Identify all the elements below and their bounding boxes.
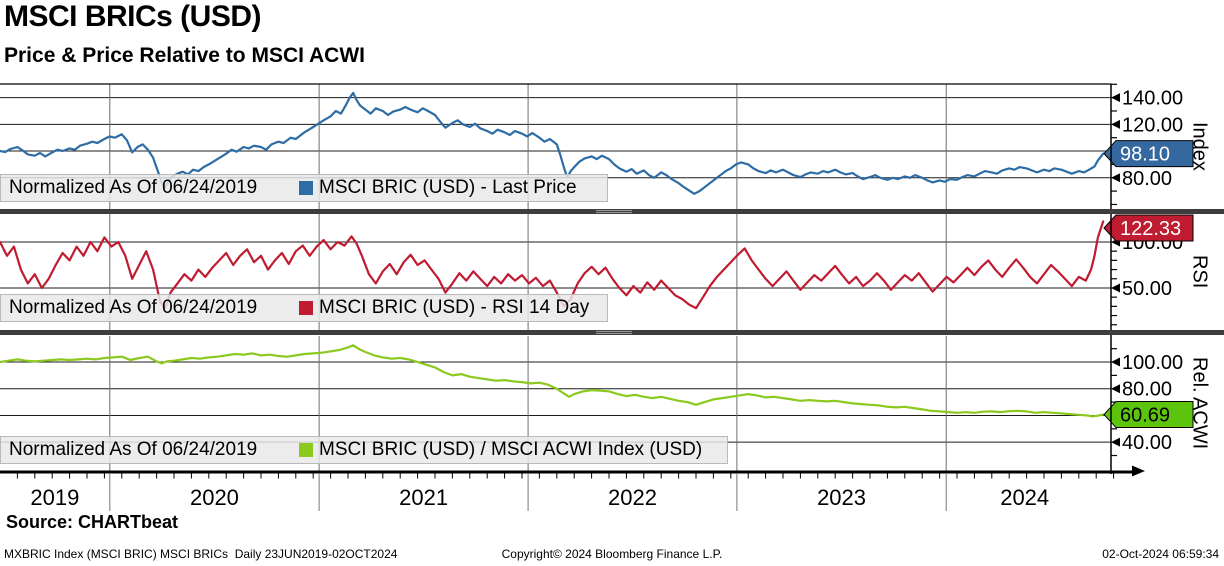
chart-frame: 2019 2020 2021 2022 2023 2024 [0,83,1145,511]
rel_acwi-series-line [0,344,1105,418]
y-tick-label: 120.00 [1122,114,1183,136]
y-tick-label: 80.00 [1122,168,1172,190]
page-subtitle: Price & Price Relative to MSCI ACWI [4,44,365,67]
legend-rel-acwi-label: MSCI BRIC (USD) / MSCI ACWI Index (USD) [319,439,703,460]
x-year-label: 2021 [399,485,448,510]
x-year-label: 2023 [817,485,866,510]
separator-grip-handle[interactable] [596,331,632,334]
y-tick-arrow-icon [1111,283,1120,293]
y-tick-label: 140.00 [1122,88,1183,110]
rel_acwi-last-value-badge: 60.69 [1103,401,1194,429]
axis-title-rel-acwi: Rel. ACWI [1188,357,1211,450]
y-tick-arrow-icon [1111,437,1120,447]
y-tick-label: 50.00 [1122,278,1172,300]
x-year-label: 2020 [190,485,239,510]
rsi-series-swatch-icon [299,301,313,315]
normalized-note: Normalized As Of 06/24/2019 [9,297,258,318]
legend-rel-acwi: Normalized As Of 06/24/2019 MSCI BRIC (U… [0,436,728,464]
x-axis-line [0,470,1132,474]
y-tick-label: 80.00 [1122,379,1172,401]
separator-grip-handle[interactable] [596,210,632,213]
legend-price-label: MSCI BRIC (USD) - Last Price [319,177,577,198]
x-year-label: 2019 [30,485,79,510]
normalized-note: Normalized As Of 06/24/2019 [9,439,258,460]
page-title: MSCI BRICs (USD) [4,0,262,33]
legend-rsi: Normalized As Of 06/24/2019 MSCI BRIC (U… [0,294,608,322]
price-series-swatch-icon [299,181,313,195]
y-tick-arrow-icon [1111,93,1120,103]
rsi-series-line [0,220,1105,310]
rel-acwi-series-swatch-icon [299,443,313,457]
source-label: Source: CHARTbeat [6,512,179,532]
timestamp-text: 02-Oct-2024 06:59:34 [1102,547,1219,561]
y-tick-arrow-icon [1111,384,1120,394]
x-year-label: 2022 [608,485,657,510]
y-tick-arrow-icon [1111,119,1120,129]
price-last-value-badge: 98.10 [1103,140,1194,168]
y-tick-label: 100.00 [1122,352,1183,374]
y-tick-label: 40.00 [1122,432,1172,454]
badge-shape [1103,214,1194,242]
rsi-last-value-badge: 122.33 [1103,214,1194,242]
y-tick-arrow-icon [1111,173,1120,183]
badge-shape [1103,140,1194,168]
x-year-label: 2024 [1000,485,1049,510]
badge-shape [1103,401,1194,429]
badge-value: 98.10 [1120,144,1170,166]
badge-value: 60.69 [1120,405,1170,427]
x-axis-arrow-icon [1132,465,1145,477]
y-tick-arrow-icon [1111,357,1120,367]
legend-price: Normalized As Of 06/24/2019 MSCI BRIC (U… [0,174,608,202]
panel-separator[interactable] [0,330,1224,335]
legend-rsi-label: MSCI BRIC (USD) - RSI 14 Day [319,297,590,318]
axis-title-rsi: RSI [1188,255,1211,289]
panel-separator[interactable] [0,209,1224,214]
ticker-info-text: MXBRIC Index (MSCI BRIC) MSCI BRICs Dail… [4,547,398,561]
copyright-text: Copyright© 2024 Bloomberg Finance L.P. [501,547,723,561]
axis-title-index: Index [1188,122,1211,171]
normalized-note: Normalized As Of 06/24/2019 [9,177,258,198]
badge-value: 122.33 [1120,218,1181,240]
